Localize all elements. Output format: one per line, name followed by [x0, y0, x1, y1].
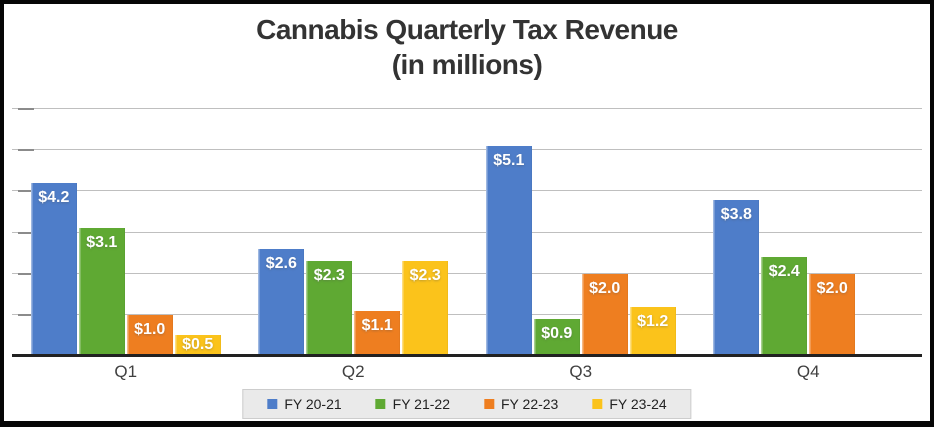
gridline [12, 272, 922, 274]
bar: $2.0 [581, 273, 628, 356]
bar: $0.5 [174, 335, 221, 356]
legend-item: FY 22-23 [484, 396, 558, 412]
x-axis-label: Q4 [796, 362, 820, 381]
bar: $3.8 [713, 199, 760, 356]
chart-title-line2: (in millions) [391, 49, 543, 80]
bar: $1.1 [354, 310, 401, 356]
bar-label: $2.3 [313, 267, 345, 285]
bar: $2.0 [809, 273, 856, 356]
y-axis-tick [18, 149, 34, 152]
x-axis-labels: Q1 Q2 Q3 Q4 [12, 362, 922, 382]
legend-label: FY 20-21 [284, 396, 342, 412]
legend-swatch [375, 399, 386, 409]
y-axis-tick [18, 272, 34, 275]
gridline [12, 108, 922, 109]
bar: $2.3 [306, 261, 353, 356]
bar-label: $5.1 [493, 152, 525, 170]
bar: $4.2 [30, 183, 77, 356]
x-axis-baseline [12, 354, 922, 357]
gridline [12, 190, 922, 192]
bar: $2.3 [402, 261, 449, 356]
legend-swatch [267, 399, 278, 409]
bar: $3.1 [78, 228, 125, 356]
bar: $1.0 [126, 314, 173, 356]
bar-label: $3.8 [720, 205, 752, 223]
legend: FY 20-21 FY 21-22 FY 22-23 FY 23-24 [242, 389, 692, 419]
y-axis-tick [18, 108, 34, 110]
gridline [12, 149, 922, 151]
bar-label: $4.2 [38, 189, 70, 207]
chart-title-line1: Cannabis Quarterly Tax Revenue [256, 14, 678, 45]
bar-label: $2.0 [816, 279, 848, 297]
bar: $0.9 [533, 318, 580, 356]
bar: $2.6 [258, 248, 305, 356]
legend-item: FY 23-24 [592, 396, 667, 412]
legend-swatch [592, 399, 603, 409]
x-axis-label: Q3 [569, 362, 593, 381]
bar-label: $1.1 [361, 316, 393, 334]
y-axis-tick [18, 231, 34, 234]
x-axis-label: Q1 [114, 362, 138, 381]
bar: $1.2 [629, 306, 676, 356]
chart-title: Cannabis Quarterly Tax Revenue (in milli… [4, 12, 930, 82]
bar-label: $2.4 [768, 263, 800, 281]
x-axis-label: Q2 [341, 362, 365, 381]
bar-label: $2.0 [589, 279, 621, 297]
plot-area: $4.2 $3.1 $1.0 $0.5 $2.6 $2.3 $1.1 $2.3 $5.1 $0.9… [12, 108, 922, 356]
bar: $2.4 [761, 257, 808, 356]
bar-label: $1.2 [637, 312, 669, 330]
gridline [12, 231, 922, 233]
bar-label: $0.9 [541, 324, 573, 342]
gridline [12, 313, 922, 315]
legend-item: FY 20-21 [267, 396, 342, 412]
bar-label: $0.5 [182, 336, 214, 354]
y-axis-tick [18, 190, 34, 193]
bar-label: $2.6 [265, 254, 297, 272]
legend-label: FY 21-22 [392, 396, 450, 412]
bar-label: $2.3 [409, 267, 441, 285]
legend-item: FY 21-22 [375, 396, 450, 412]
legend-swatch [484, 399, 494, 409]
bar-label: $3.1 [86, 234, 118, 252]
bar-label: $1.0 [134, 320, 166, 338]
y-axis-tick [18, 313, 34, 316]
legend-label: FY 23-24 [609, 396, 667, 412]
bar: $5.1 [485, 146, 532, 356]
legend-label: FY 22-23 [501, 396, 559, 412]
